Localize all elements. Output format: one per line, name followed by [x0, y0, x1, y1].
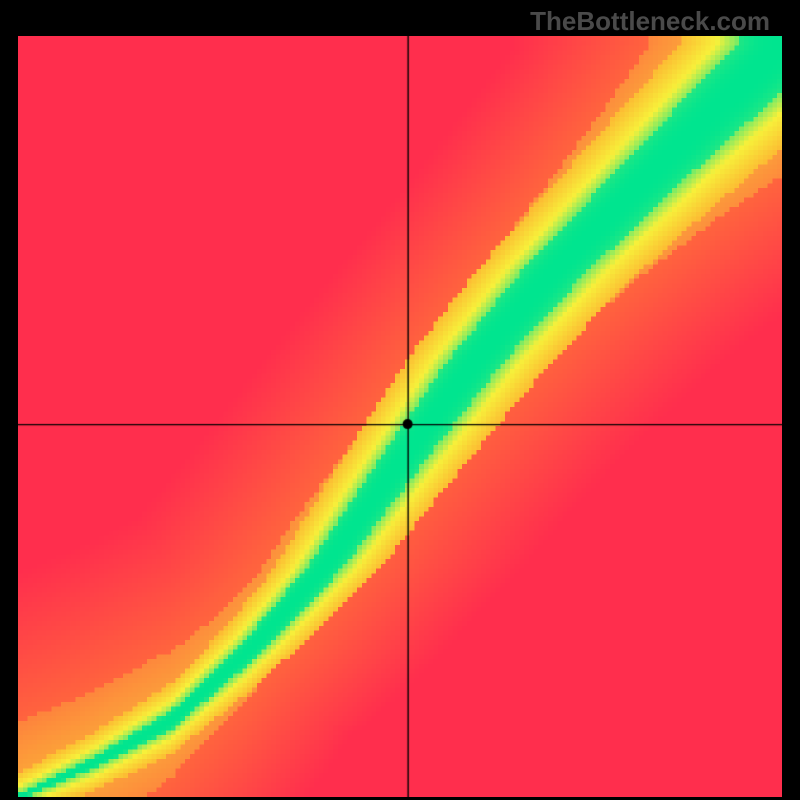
watermark-text: TheBottleneck.com [530, 6, 770, 37]
bottleneck-heatmap [18, 36, 782, 797]
chart-container: TheBottleneck.com [0, 0, 800, 800]
